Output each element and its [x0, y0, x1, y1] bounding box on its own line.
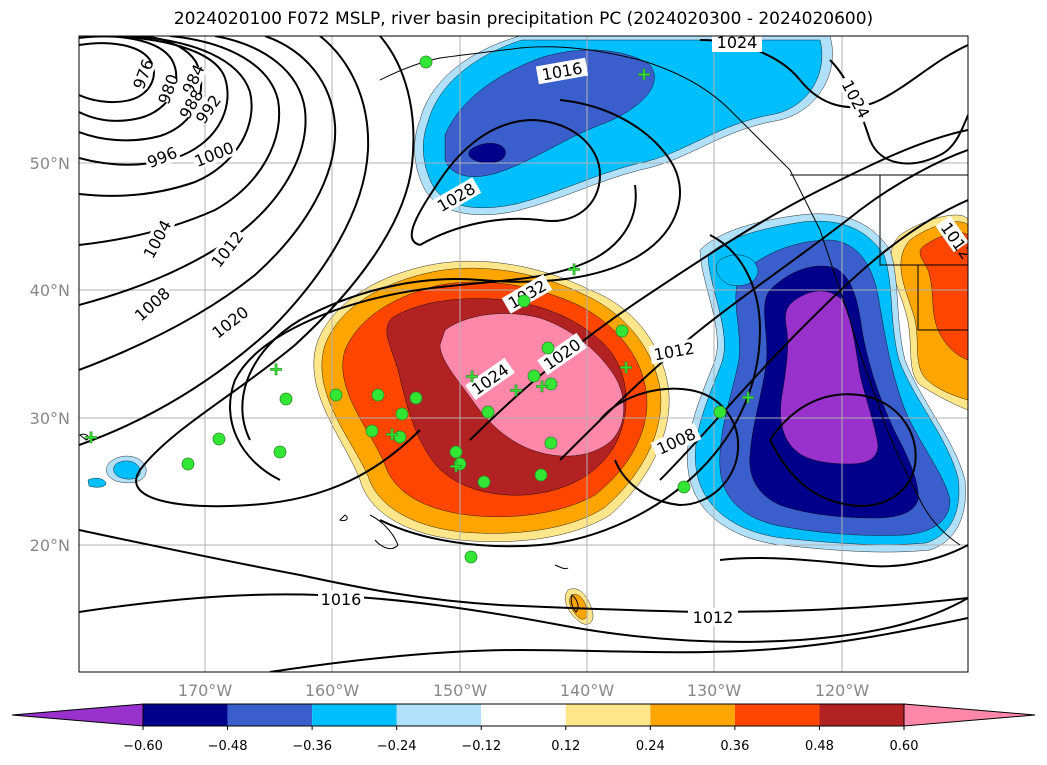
station-dot [365, 424, 379, 438]
isobar-label: 1024 [717, 33, 758, 52]
colorbar-tick-label: −0.36 [292, 739, 332, 754]
station-dot [544, 377, 558, 391]
colorbar-tick-label: −0.48 [208, 739, 248, 754]
station-dot [393, 430, 407, 444]
longitude-label: 160°W [305, 681, 360, 700]
station-dot [544, 436, 558, 450]
colorbar-tick-label: 0.12 [551, 739, 580, 754]
station-dot [713, 405, 727, 419]
station-dot [615, 324, 629, 338]
station-plus: + [740, 387, 755, 408]
longitude-label: 140°W [560, 681, 615, 700]
station-plus: + [508, 380, 523, 401]
colorbar-segment [481, 704, 566, 726]
station-dot [477, 475, 491, 489]
station-dot [541, 341, 555, 355]
station-dot [517, 294, 531, 308]
colorbar-segment [396, 704, 482, 726]
station-dot [279, 392, 293, 406]
colorbar-tick-label: 0.24 [636, 739, 665, 754]
colorbar-segment [227, 704, 313, 726]
colorbar-segment [734, 704, 820, 726]
station-plus: + [618, 357, 633, 378]
negative-anomaly-north [414, 36, 833, 215]
colorbar: −0.60 −0.48 −0.36 −0.24 −0.12 0.12 0.24 0.36 0.4… [11, 703, 1036, 754]
map-border [78, 35, 969, 673]
latitude-labels: 50°N 40°N 30°N 20°N [30, 154, 70, 555]
latitude-label: 20°N [30, 536, 70, 555]
colorbar-segment [312, 704, 397, 726]
station-dot [534, 468, 548, 482]
colorbar-tick-label: 0.60 [890, 739, 919, 754]
isobar-label: 1012 [693, 608, 734, 627]
map-panel: 976 980 984 988 992 996 1000 1004 1008 1… [79, 33, 968, 672]
station-dot [449, 445, 463, 459]
map-title: 2024020100 F072 MSLP, river basin precip… [173, 9, 874, 29]
station-plus: + [534, 376, 549, 397]
colorbar-segment [819, 704, 904, 726]
colorbar-tick-label: 0.36 [720, 739, 749, 754]
station-markers: + + + + + + + + + + + [83, 55, 756, 564]
station-dot [329, 388, 343, 402]
longitude-label: 120°W [815, 681, 870, 700]
longitude-label: 150°W [433, 681, 488, 700]
station-dot [419, 55, 433, 69]
station-plus: + [448, 456, 463, 477]
station-dot [395, 407, 409, 421]
latitude-label: 40°N [30, 281, 70, 300]
station-dot [677, 480, 691, 494]
colorbar-tick-label: 0.48 [805, 739, 834, 754]
station-dot [527, 369, 541, 383]
station-dot [481, 405, 495, 419]
latitude-label: 30°N [30, 409, 70, 428]
colorbar-extend-low [11, 703, 144, 727]
longitude-labels: 170°W 160°W 150°W 140°W 130°W 120°W [178, 681, 870, 700]
station-plus: + [268, 359, 283, 380]
colorbar-tick-label: −0.24 [377, 739, 417, 754]
colorbar-segment [650, 704, 735, 726]
station-dot [371, 388, 385, 402]
station-dot [464, 550, 478, 564]
coastlines [79, 46, 968, 613]
isobar-label: 1016 [321, 590, 362, 609]
longitude-label: 130°W [687, 681, 742, 700]
station-plus: + [83, 427, 98, 448]
station-dot [453, 457, 467, 471]
station-dot [409, 391, 423, 405]
colorbar-extend-high [903, 703, 1036, 727]
station-dot [212, 432, 226, 446]
station-plus: + [566, 259, 581, 280]
station-plus: + [636, 64, 651, 85]
colorbar-segment [143, 704, 228, 726]
latitude-label: 50°N [30, 154, 70, 173]
station-dot [273, 445, 287, 459]
longitude-label: 170°W [178, 681, 233, 700]
colorbar-tick-label: −0.12 [461, 739, 501, 754]
colorbar-segment [565, 704, 651, 726]
station-dot [181, 457, 195, 471]
station-plus: + [384, 424, 399, 445]
colorbar-tick-label: −0.60 [123, 739, 163, 754]
station-plus: + [464, 366, 479, 387]
